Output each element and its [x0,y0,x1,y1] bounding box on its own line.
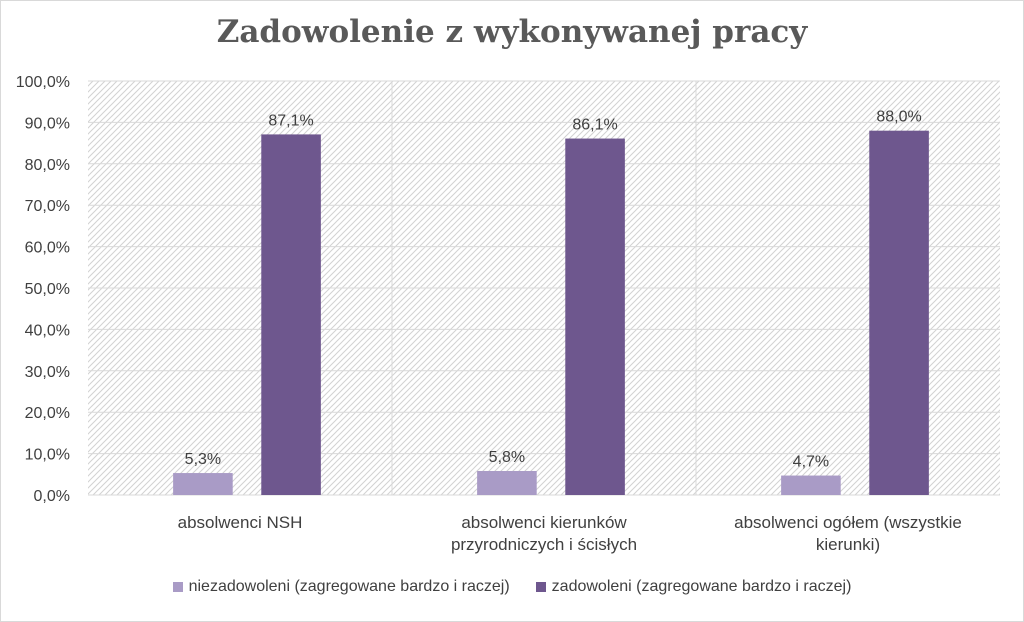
legend-item: niezadowoleni (zagregowane bardzo i racz… [172,578,510,596]
data-label: 4,7% [793,454,829,471]
y-tick-label: 70,0% [25,198,70,215]
bar [869,130,929,495]
y-tick-label: 90,0% [25,115,70,132]
bar [565,138,625,495]
data-label: 87,1% [268,112,313,129]
legend-swatch [172,582,183,592]
x-category-label: absolwenci NSH [178,513,303,532]
legend-item: zadowoleni (zagregowane bardzo i raczej) [535,578,852,596]
x-category-label: absolwenci kierunków [461,513,627,532]
y-tick-label: 80,0% [25,157,70,174]
y-tick-label: 50,0% [25,281,70,298]
legend: niezadowoleni (zagregowane bardzo i racz… [0,578,1024,596]
bar [781,475,841,495]
y-tick-label: 40,0% [25,322,70,339]
y-tick-label: 60,0% [25,240,70,257]
y-tick-label: 0,0% [34,488,70,505]
data-label: 5,8% [489,449,525,466]
data-label: 88,0% [876,109,921,126]
bar [261,134,321,495]
y-tick-label: 10,0% [25,447,70,464]
x-category-label: kierunki) [816,535,880,554]
legend-label: niezadowoleni (zagregowane bardzo i racz… [188,578,510,595]
bar [477,470,537,495]
x-category-label: absolwenci ogółem (wszystkie [734,513,962,532]
data-label: 86,1% [572,117,617,134]
legend-swatch [535,582,546,592]
chart-title: Zadowolenie z wykonywanej pracy [216,14,808,50]
y-tick-label: 30,0% [25,364,70,381]
legend-label: zadowoleni (zagregowane bardzo i raczej) [551,578,852,595]
y-tick-label: 100,0% [16,74,70,91]
y-tick-label: 20,0% [25,405,70,422]
x-category-label: przyrodniczych i ścisłych [451,535,637,554]
data-label: 5,3% [185,451,221,468]
bar [173,473,233,495]
